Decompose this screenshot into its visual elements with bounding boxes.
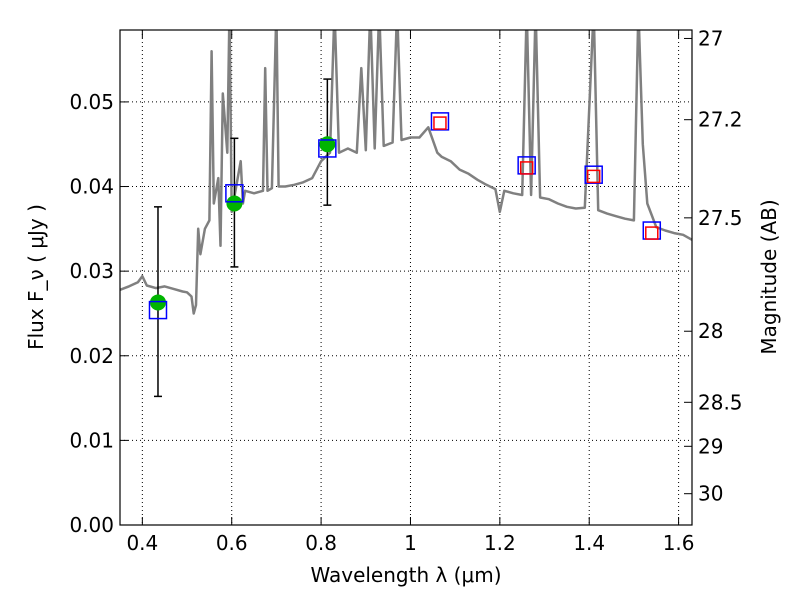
x-tick-label: 1.4 [573,531,605,555]
plot-area [120,30,692,398]
x-tick-label: 0.6 [216,531,248,555]
band-flux-marker [318,139,337,158]
x-tick-label: 1.2 [484,531,516,555]
model-flux-marker [519,161,534,175]
band-flux-marker [430,112,450,131]
x-axis-label: Wavelength λ (μm) [310,563,501,587]
y-tick-label: 0.02 [69,344,114,368]
band-flux-marker [148,300,168,320]
observed-flux-point [319,136,336,153]
x-tick-label: 0.8 [305,531,337,555]
x-ticks: 0.4 0.6 0.8 1 1.2 1.4 1.6 [126,30,695,555]
right-tick-label: 27.5 [698,206,743,230]
x-tick-label: 0.4 [126,531,158,555]
plot-frame [119,29,693,526]
y-axis-label-right: Magnitude (AB) [757,199,781,354]
y-tick-label: 0.03 [69,259,114,283]
right-tick-label: 28 [698,319,723,343]
y-tick-label: 0.00 [69,513,114,537]
y-axis-label-left: Flux F_ν ( μJy ) [24,204,48,350]
x-tick-label: 1.6 [663,531,695,555]
right-tick-label: 30 [698,482,723,506]
band-flux-marker [225,184,244,203]
right-tick-label: 29 [698,434,723,458]
model-flux-marker [586,169,601,184]
right-tick-label: 27.2 [698,108,743,132]
band-flux-marker [584,165,603,184]
observed-flux-point [149,294,166,311]
model-flux-marker [645,226,659,240]
y-ticks-left: 0.00 0.01 0.02 0.03 0.04 0.05 [69,90,128,537]
y-tick-label: 0.01 [69,428,114,452]
model-spectrum-line [120,30,692,315]
right-tick-label: 27 [698,26,723,50]
y-ticks-right: 27 27.2 27.5 28 28.5 29 30 [684,26,743,506]
grid-lines [120,30,692,526]
observed-flux-point [226,195,243,212]
right-tick-label: 28.5 [698,390,743,414]
model-flux-marker [433,116,447,130]
x-tick-label: 1 [404,531,417,555]
y-tick-label: 0.05 [69,90,114,114]
y-tick-label: 0.04 [69,175,114,199]
